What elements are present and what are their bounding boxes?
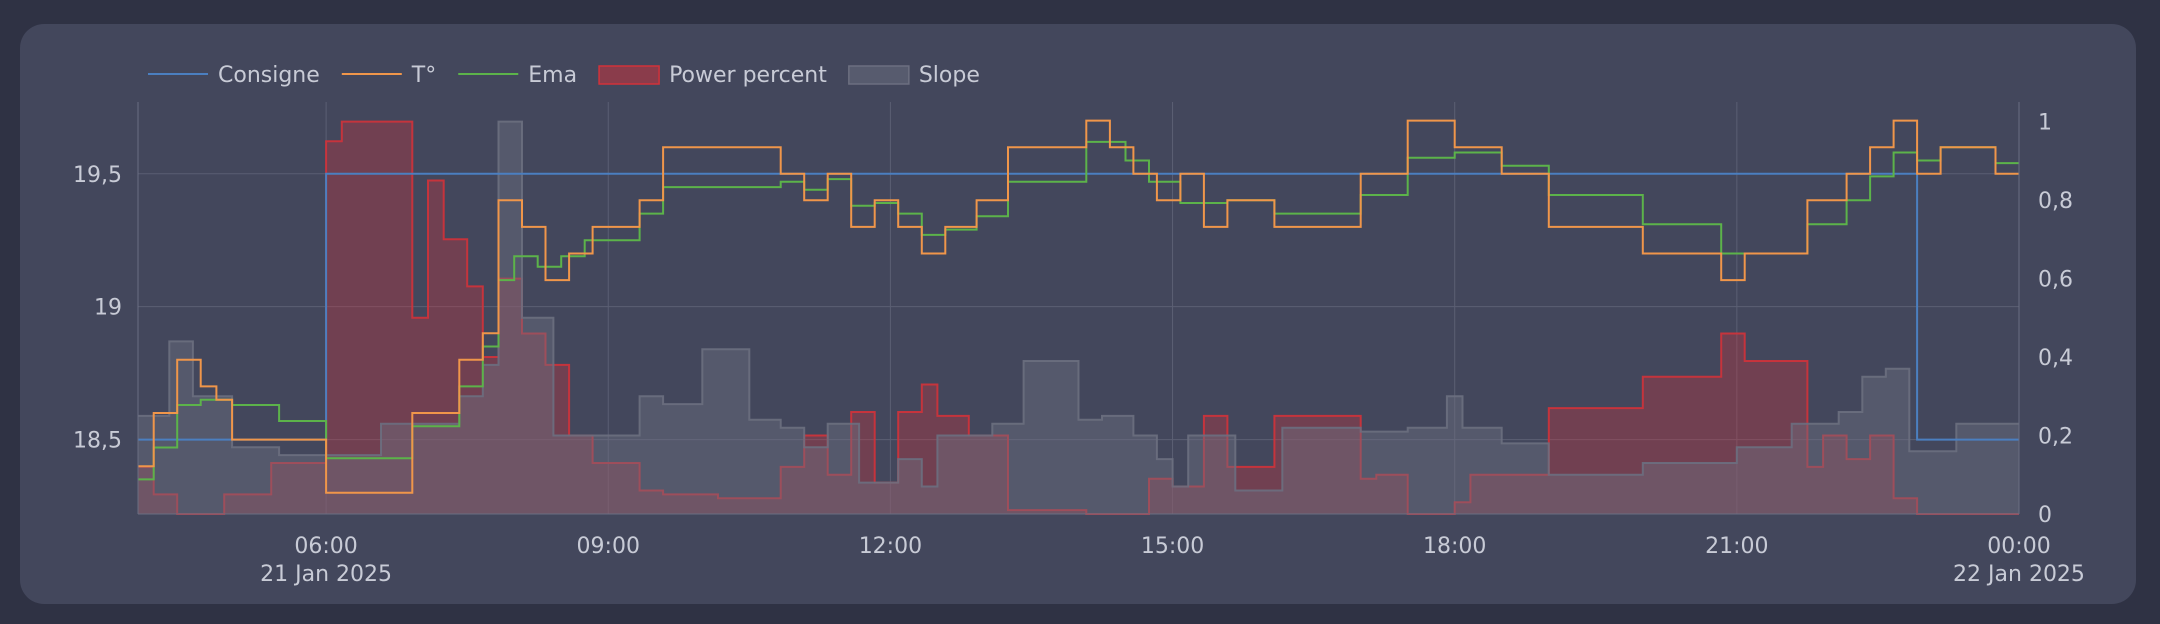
x-tick-label: 12:00	[859, 534, 922, 559]
y-left-tick-label: 19	[94, 296, 122, 321]
axes: 06:00 21 Jan 2025 09:00 12:00 15:00 18:00 21:0…	[73, 102, 2085, 587]
y-right-tick-label: 0	[2038, 503, 2052, 528]
y-right-tick-label: 0,8	[2038, 189, 2073, 214]
x-tick-sublabel: 21 Jan 2025	[260, 562, 392, 587]
legend-item-consigne[interactable]: Consigne	[148, 63, 320, 88]
chart: 06:00 21 Jan 2025 09:00 12:00 15:00 18:00 21:0…	[73, 63, 2085, 587]
legend-swatch	[598, 65, 660, 85]
power-percent-outline	[138, 120, 2019, 515]
series-layer	[138, 119, 2019, 515]
y-right-tick-label: 0,4	[2038, 346, 2073, 371]
legend-item-temperature[interactable]: T°	[341, 63, 436, 88]
legend-item-slope[interactable]: Slope	[848, 63, 980, 88]
y-left-tick-label: 19,5	[73, 163, 122, 188]
legend-label: Power percent	[669, 63, 827, 88]
legend[interactable]: Consigne T° Ema Power percent Slope	[148, 63, 980, 88]
x-tick-label: 15:00	[1141, 534, 1204, 559]
y-left-tick-label: 18,5	[73, 429, 122, 454]
y-right-tick-label: 0,6	[2038, 268, 2073, 293]
y-right-tick-label: 0,2	[2038, 425, 2073, 450]
legend-swatch	[848, 65, 910, 85]
x-tick-label: 21:00	[1705, 534, 1768, 559]
legend-label: Ema	[528, 63, 577, 88]
x-tick-label: 00:00	[1987, 534, 2050, 559]
temperature-line	[138, 119, 2019, 494]
chart-card: 06:00 21 Jan 2025 09:00 12:00 15:00 18:00 21:0…	[20, 24, 2136, 604]
legend-label: Slope	[919, 63, 980, 88]
x-tick-label: 06:00	[294, 534, 357, 559]
legend-item-power-percent[interactable]: Power percent	[598, 63, 827, 88]
x-tick-label: 18:00	[1423, 534, 1486, 559]
legend-item-ema[interactable]: Ema	[458, 63, 577, 88]
x-tick-sublabel: 22 Jan 2025	[1953, 562, 2085, 587]
legend-label: T°	[411, 63, 436, 88]
x-tick-label: 09:00	[577, 534, 640, 559]
legend-label: Consigne	[218, 63, 320, 88]
y-right-tick-label: 1	[2038, 111, 2052, 136]
